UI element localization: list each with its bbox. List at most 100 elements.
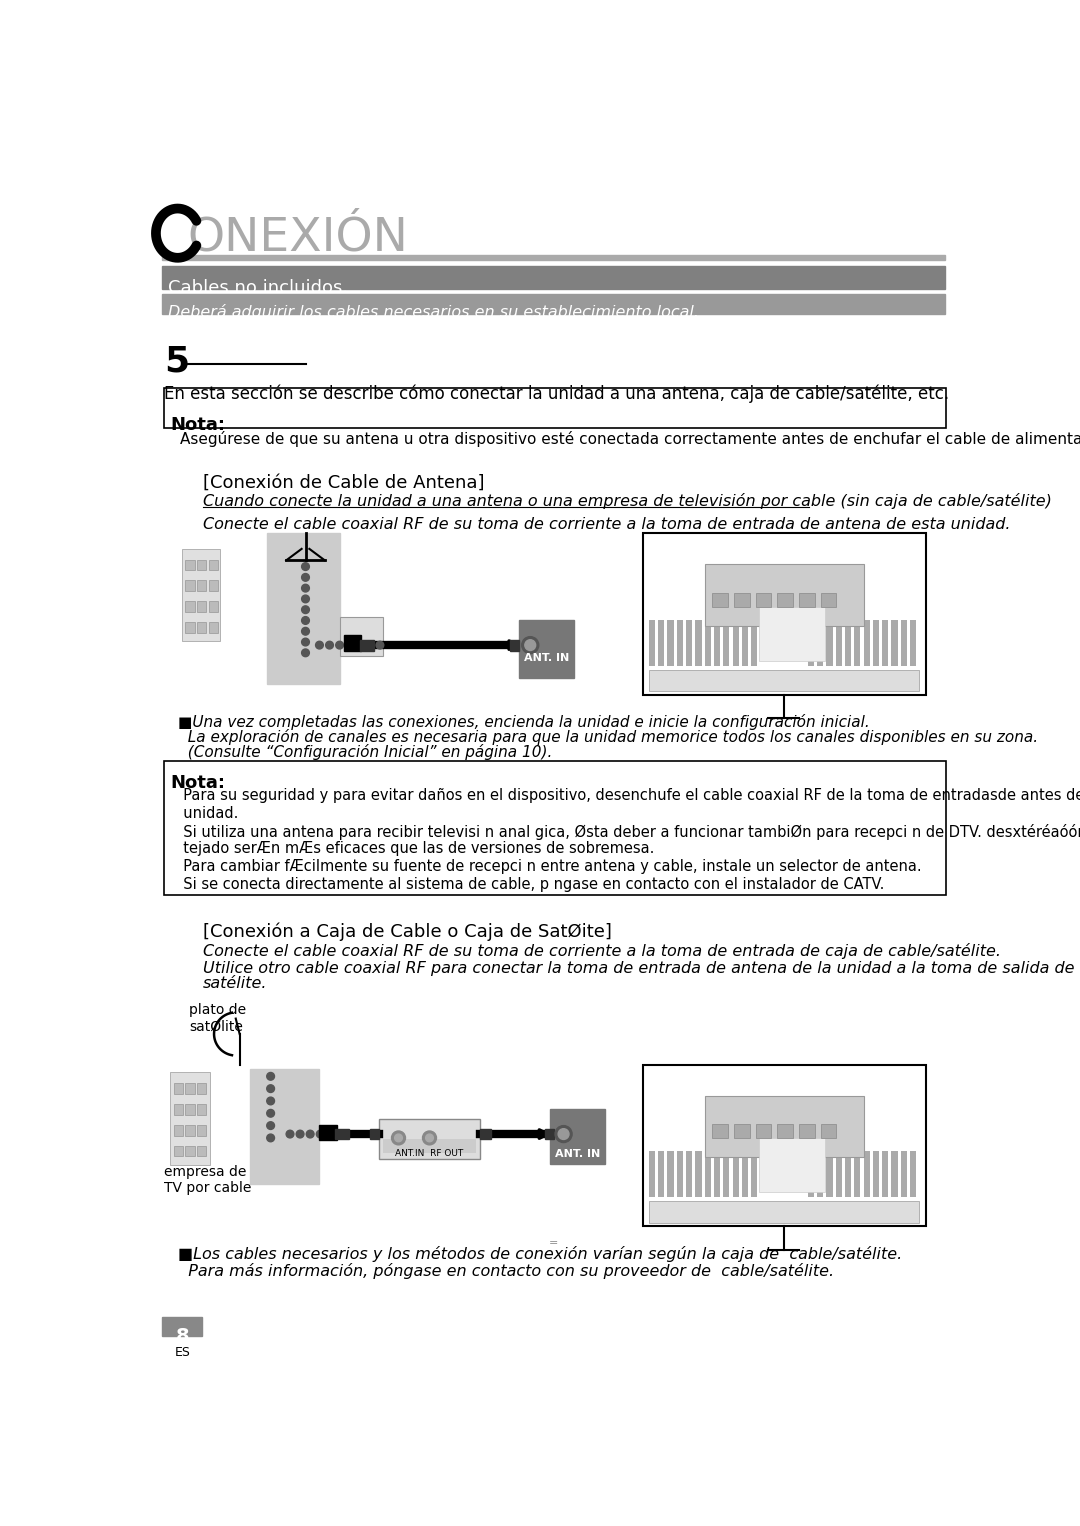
Text: En esta sección se describe cómo conectar la unidad a una antena, caja de cable/: En esta sección se describe cómo conecta… [164,385,949,403]
Text: Asegúrese de que su antena u otra dispositivo esté conectada correctamente antes: Asegúrese de que su antena u otra dispos… [180,430,1080,447]
Bar [174,1146,183,1157]
Text: unidad.: unidad. [174,806,238,821]
Bar [799,1125,814,1138]
Text: Utilice otro cable coaxial RF para conectar la toma de entrada de antena de la u: Utilice otro cable coaxial RF para conec… [203,961,1080,975]
Bar [174,1125,183,1135]
Text: empresa de
TV por cable: empresa de TV por cable [164,1164,252,1195]
Bar [197,1125,206,1135]
Bar [208,580,218,591]
Bar [186,1146,194,1157]
Text: 5: 5 [164,345,190,378]
Bar [864,1151,869,1198]
Circle shape [301,638,309,645]
Bar [164,388,946,427]
Circle shape [422,1131,436,1144]
Text: ANT. IN: ANT. IN [524,653,569,662]
Bar [910,1151,916,1198]
Bar [360,639,374,650]
Text: ONEXIÓN: ONEXIÓN [188,215,408,261]
Circle shape [307,1131,314,1138]
Bar [162,255,945,259]
Circle shape [346,641,353,649]
Circle shape [376,641,383,649]
Bar [170,1073,211,1164]
Text: Si utiliza una antena para recibir televisi n anal gica, Østa deber a funcionar : Si utiliza una antena para recibir telev… [174,824,1080,839]
Bar [197,601,206,612]
Bar [643,1065,926,1227]
Bar [826,1151,833,1198]
Bar [186,623,194,633]
Bar [197,1146,206,1157]
Bar [864,620,869,665]
Bar [751,1151,757,1198]
Bar [649,620,656,665]
Bar [808,1151,814,1198]
Text: ANT. IN: ANT. IN [555,1149,600,1158]
Bar [704,1151,711,1198]
Bar [873,1151,879,1198]
Text: Si se conecta directamente al sistema de cable, p ngase en contacto con el insta: Si se conecta directamente al sistema de… [174,877,885,891]
Bar [713,1125,728,1138]
Circle shape [555,1126,572,1143]
Bar [882,1151,889,1198]
Bar [208,623,218,633]
Circle shape [301,595,309,603]
Text: 8: 8 [175,1326,189,1346]
Bar [677,620,683,665]
Bar [742,1151,748,1198]
Circle shape [301,617,309,624]
Text: Cables no incluidos.: Cables no incluidos. [168,279,349,296]
Bar [901,1151,907,1198]
Bar [686,620,692,665]
Text: [Conexión de Cable de Antena]: [Conexión de Cable de Antena] [203,475,485,493]
Text: Para cambiar fÆcilmente su fuente de recepci n entre antena y cable, instale un : Para cambiar fÆcilmente su fuente de rec… [174,859,921,874]
Bar [249,1068,320,1184]
Bar [162,266,945,290]
Bar [845,1151,851,1198]
Circle shape [301,584,309,592]
Circle shape [336,641,343,649]
Circle shape [286,1131,294,1138]
Circle shape [296,1131,303,1138]
Bar [550,1109,606,1164]
Text: Para más información, póngase en contacto con su proveedor de  cable/satélite.: Para más información, póngase en contact… [177,1264,834,1279]
Bar [369,1129,379,1140]
Bar [197,1083,206,1094]
Bar [821,1125,836,1138]
Bar [658,1151,664,1198]
Bar [667,1151,674,1198]
Bar [882,620,889,665]
Bar [742,620,748,665]
Text: Deberá adquirir los cables necesarios en su establecimiento local.: Deberá adquirir los cables necesarios en… [168,304,700,320]
Circle shape [267,1097,274,1105]
Text: ANT.IN  RF OUT: ANT.IN RF OUT [394,1149,463,1158]
Bar [724,620,729,665]
Circle shape [394,1134,403,1141]
Bar [186,580,194,591]
Bar [836,620,841,665]
Bar [667,620,674,665]
Bar [873,620,879,665]
Text: Conecte el cable coaxial RF de su toma de corriente a la toma de entrada de caja: Conecte el cable coaxial RF de su toma d… [203,943,1001,960]
Bar [545,1129,554,1140]
Circle shape [326,1131,334,1138]
Bar [480,1129,490,1140]
Bar [335,1129,349,1140]
Bar [724,1151,729,1198]
Bar [345,635,362,650]
Circle shape [301,627,309,635]
Bar [778,1125,793,1138]
Bar [854,620,861,665]
Circle shape [337,1131,345,1138]
Bar [696,1151,702,1198]
Circle shape [267,1109,274,1117]
Circle shape [326,641,334,649]
Text: Nota:: Nota: [170,775,225,792]
Circle shape [301,649,309,656]
Bar [751,620,757,665]
Circle shape [525,639,536,650]
Bar [643,534,926,696]
Circle shape [301,606,309,613]
Bar [713,592,728,607]
Bar [759,1138,825,1192]
